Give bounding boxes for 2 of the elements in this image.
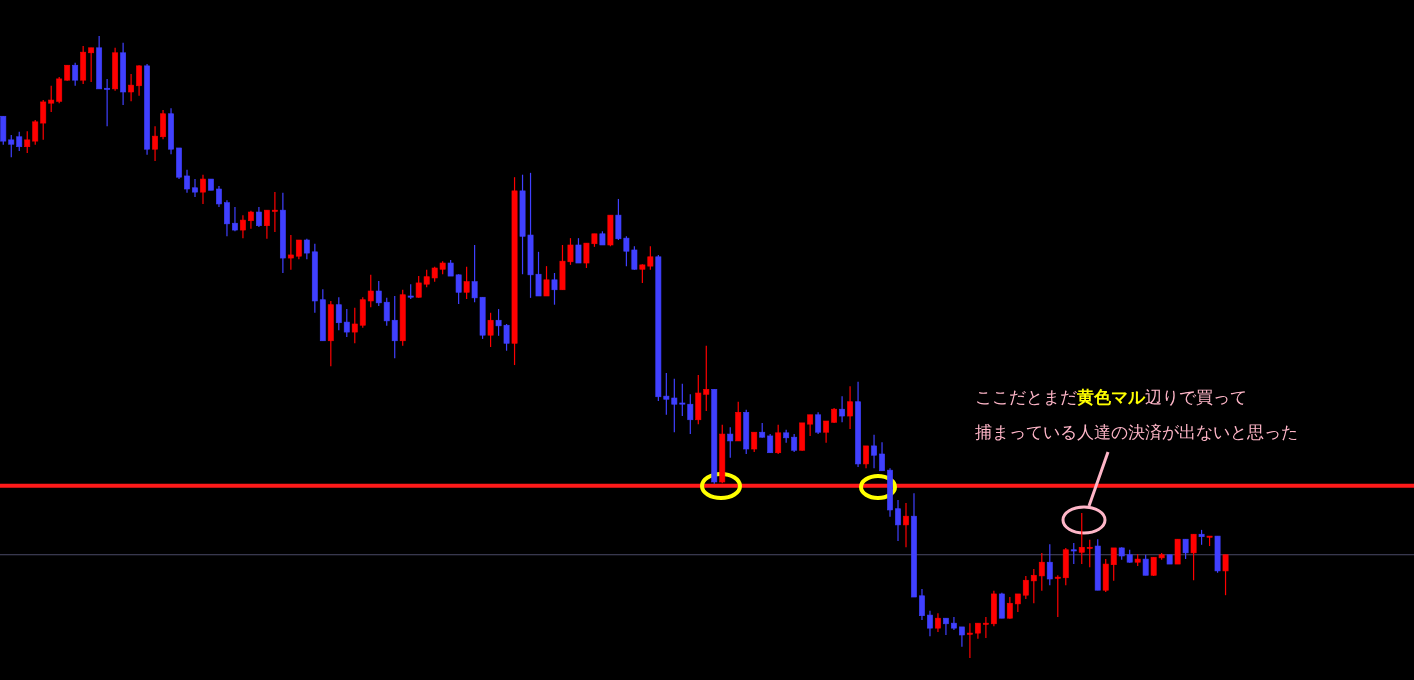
annotation: 捕まっている人達の決済が出ないと思った [975,422,1298,442]
annotation: ここだとまだ黄色マル辺りで買って [975,387,1247,407]
